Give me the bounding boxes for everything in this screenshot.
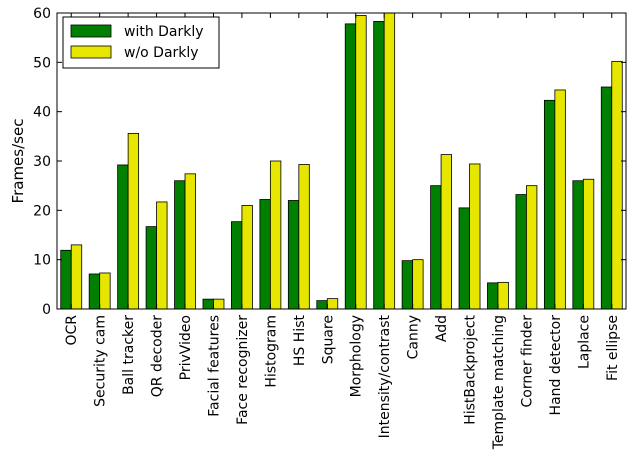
bar-without-darkly-3 [156,201,168,310]
bar-with-darkly-11 [373,20,385,310]
y-tick-label: 30 [33,154,51,170]
bar-without-darkly-0 [70,244,83,310]
bar-with-darkly-4 [174,180,186,310]
y-tick-label: 0 [42,302,51,318]
x-category-label: HS Hist [292,315,308,367]
bar-with-darkly-3 [145,226,157,310]
bar-without-darkly-2 [127,132,140,310]
x-category-label: Laplace [576,315,592,369]
bar-without-darkly-18 [582,178,595,310]
bar-without-darkly-15 [497,281,509,310]
legend-entry-with-darkly: with Darkly [124,24,204,40]
x-category-label: Security cam [93,315,109,407]
y-tick-label: 40 [33,105,51,121]
legend-swatch-without-darkly [70,45,112,59]
x-category-label: Facial features [206,315,222,417]
bar-with-darkly-1 [88,273,101,310]
bars-layer [60,12,623,310]
bar-without-darkly-16 [526,185,538,310]
legend-swatch-with-darkly [70,24,112,38]
x-category-label: HistBackproject [463,314,479,424]
bar-without-darkly-10 [355,15,367,310]
x-category-label: Intensity/contrast [377,315,393,439]
bar-with-darkly-9 [316,300,328,310]
bar-with-darkly-7 [259,199,271,310]
x-category-label: Template matching [491,315,507,450]
x-category-label: Ball tracker [121,315,137,395]
bar-without-darkly-6 [241,204,253,310]
bar-without-darkly-13 [440,154,452,310]
bar-with-darkly-0 [60,249,72,310]
y-axis-label: Frames/sec [9,119,27,204]
bar-with-darkly-12 [401,260,414,310]
x-category-label: Corner finder [519,315,535,408]
y-tick-label: 10 [33,253,51,269]
bar-with-darkly-19 [600,86,613,310]
y-tick-label: 20 [33,203,51,219]
bar-with-darkly-18 [572,180,584,310]
y-tick-label: 50 [33,55,51,71]
bar-without-darkly-19 [611,60,623,310]
bar-without-darkly-11 [383,12,396,310]
bar-with-darkly-17 [543,99,556,310]
bar-without-darkly-4 [184,173,196,310]
bar-without-darkly-8 [298,164,310,310]
x-category-label: Add [434,315,450,342]
y-tick-label: 60 [33,6,51,22]
bar-without-darkly-7 [269,160,282,310]
bar-with-darkly-10 [344,23,357,310]
y-axis: 0 10 20 30 40 50 60 [33,6,626,318]
legend: with Darkly w/o Darkly [62,16,220,69]
bar-without-darkly-12 [412,259,424,310]
x-category-label: PrivVideo [178,315,194,380]
bar-with-darkly-5 [202,298,214,310]
x-category-label: Histogram [263,315,279,388]
x-category-label: OCR [64,315,80,346]
bar-with-darkly-13 [430,185,442,310]
bar-with-darkly-15 [487,282,499,310]
x-category-label: Morphology [349,315,365,397]
x-axis: OCR Security cam Ball tracker QR decoder Pri… [64,13,621,450]
x-category-label: Face recognizer [235,315,251,425]
bar-with-darkly-8 [287,200,300,310]
bar-without-darkly-14 [469,163,481,310]
x-category-label: Hand detector [548,315,564,416]
bar-with-darkly-14 [458,207,470,310]
legend-entry-without-darkly: w/o Darkly [124,45,199,61]
bar-without-darkly-1 [99,272,111,310]
bar-without-darkly-9 [326,298,339,310]
bar-without-darkly-5 [213,298,225,310]
bar-with-darkly-2 [117,164,129,310]
x-category-label: Square [320,315,336,364]
bar-with-darkly-6 [231,221,243,310]
x-category-label: Canny [406,315,422,359]
x-category-label: QR decoder [150,315,166,397]
bar-with-darkly-16 [515,194,527,310]
x-category-label: Fit ellipse [605,315,621,381]
bar-without-darkly-17 [554,89,566,310]
